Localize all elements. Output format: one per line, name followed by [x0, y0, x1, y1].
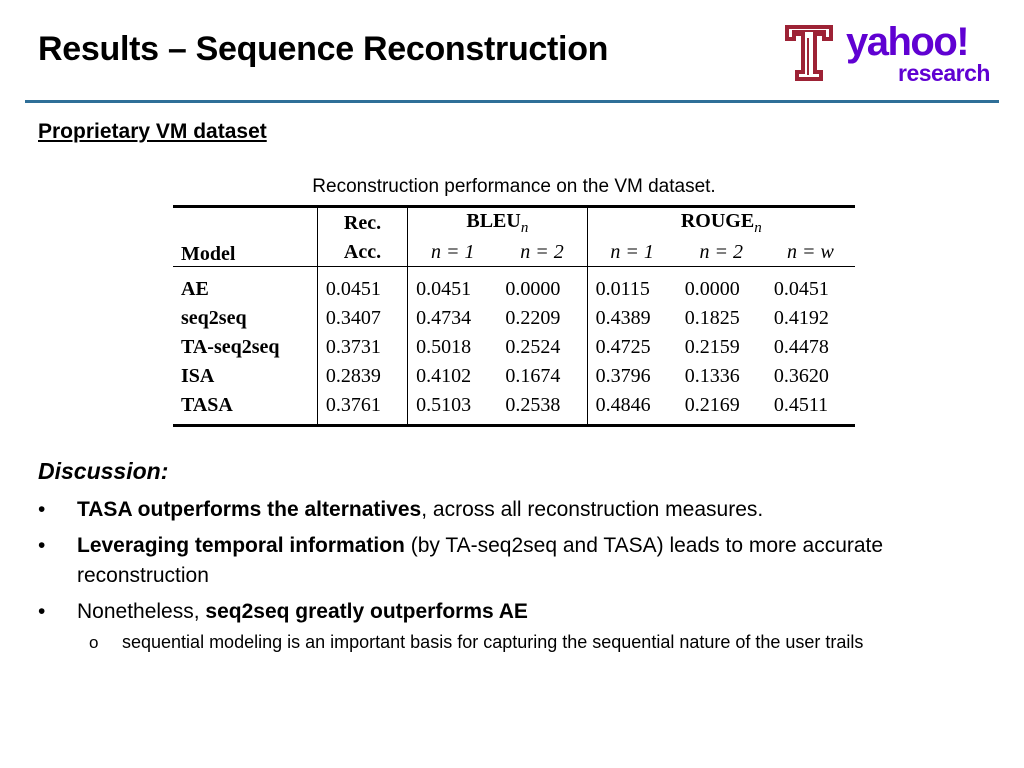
row-model: TA-seq2seq — [181, 336, 280, 358]
cell: 0.4389 — [586, 304, 677, 333]
cell: 0.3761 — [316, 391, 408, 427]
cell: 0.1825 — [684, 307, 740, 329]
bullet-text: Nonetheless, — [77, 600, 206, 623]
bleu-label: BLEU — [466, 209, 521, 232]
discussion-heading: Discussion: — [38, 458, 169, 484]
cell: 0.5018 — [407, 333, 498, 362]
cell: 0.0000 — [505, 278, 561, 300]
bullet-icon: • — [38, 498, 46, 521]
cell: 0.4846 — [586, 391, 677, 427]
cell: 0.3796 — [586, 362, 677, 391]
temple-university-logo — [785, 25, 833, 81]
bullet-emphasis: TASA outperforms the alternatives — [77, 498, 422, 521]
cell: 0.3620 — [773, 365, 829, 387]
section-subtitle: Proprietary VM dataset — [38, 120, 267, 143]
header-acc: Acc. — [316, 238, 408, 267]
cell: 0.4511 — [765, 391, 855, 427]
cell: 0.2169 — [676, 391, 766, 427]
table-caption: Reconstruction performance on the VM dat… — [312, 176, 716, 197]
cell: 0.0115 — [586, 266, 677, 304]
cell: 0.0000 — [684, 278, 740, 300]
header-sub-col: n = 2 — [497, 238, 588, 267]
header-sub-col: n = 2 — [676, 238, 766, 267]
header-rec: Rec. — [316, 205, 408, 238]
header-model: Model — [173, 205, 318, 267]
cell: 0.5103 — [407, 391, 498, 427]
header-rouge: ROUGEn — [586, 205, 855, 238]
bullet-text: (by TA-seq2seq and TASA) leads to more a… — [77, 534, 884, 587]
rouge-subscript: n — [754, 219, 762, 236]
cell: 0.4478 — [773, 336, 829, 358]
research-wordmark: research — [898, 60, 990, 86]
cell: 0.2538 — [497, 391, 588, 427]
row-model: AE — [181, 278, 209, 300]
table-row: seq2seq 0.3407 0.4734 0.2209 0.4389 0.18… — [173, 304, 855, 333]
header-sub-col: n = 1 — [407, 238, 498, 267]
rouge-label: ROUGE — [680, 209, 755, 232]
cell: 0.2524 — [505, 336, 561, 358]
cell: 0.2209 — [505, 307, 561, 329]
yahoo-research-logo: yahoo! research — [846, 20, 1006, 86]
cell: 0.2839 — [316, 362, 408, 391]
cell: 0.1336 — [684, 365, 740, 387]
cell: 0.4734 — [407, 304, 498, 333]
bleu-subscript: n — [520, 219, 529, 236]
list-item: • TASA outperforms the alternatives, acr… — [38, 495, 978, 525]
cell: 0.0451 — [407, 266, 498, 304]
table-row: TA-seq2seq 0.3731 0.5018 0.2524 0.4725 0… — [173, 333, 855, 362]
bullet-text: , across all reconstruction measures. — [421, 498, 764, 521]
cell: 0.0451 — [316, 266, 408, 304]
title-divider — [25, 100, 999, 103]
table-row: AE 0.0451 0.0451 0.0000 0.0115 0.0000 0.… — [173, 266, 855, 304]
yahoo-wordmark: yahoo! — [846, 20, 970, 64]
cell: 0.4725 — [586, 333, 677, 362]
results-table-container: Model Rec. BLEUn ROUGEn Acc. n = 1 n = 2… — [173, 205, 855, 427]
header-bleu: BLEUn — [407, 205, 588, 238]
row-model: seq2seq — [181, 307, 247, 329]
cell: 0.4102 — [407, 362, 498, 391]
sub-list: o sequential modeling is an important ba… — [77, 629, 978, 656]
results-table: Model Rec. BLEUn ROUGEn Acc. n = 1 n = 2… — [173, 205, 855, 427]
sub-list-item: o sequential modeling is an important ba… — [77, 629, 978, 656]
bullet-emphasis: Leveraging temporal information — [77, 534, 405, 557]
slide-title: Results – Sequence Reconstruction — [38, 30, 609, 68]
cell: 0.3407 — [316, 304, 408, 333]
cell: 0.3731 — [316, 333, 408, 362]
row-model: ISA — [181, 365, 215, 387]
cell: 0.2159 — [684, 336, 740, 358]
sub-bullet-text: sequential modeling is an important basi… — [122, 632, 864, 652]
table-row: TASA 0.3761 0.5103 0.2538 0.4846 0.2169 … — [173, 391, 855, 427]
cell: 0.4192 — [773, 307, 829, 329]
sub-bullet-icon: o — [89, 633, 99, 652]
bullet-icon: • — [38, 534, 46, 557]
bullet-icon: • — [38, 600, 46, 623]
list-item: • Nonetheless, seq2seq greatly outperfor… — [38, 597, 978, 656]
row-model: TASA — [173, 391, 318, 427]
header-sub-col: n = w — [765, 238, 855, 267]
list-item: • Leveraging temporal information (by TA… — [38, 531, 978, 591]
discussion-list: • TASA outperforms the alternatives, acr… — [38, 495, 978, 662]
cell: 0.0451 — [773, 278, 829, 300]
bullet-emphasis: seq2seq greatly outperforms AE — [205, 600, 528, 623]
header-sub-col: n = 1 — [586, 238, 677, 267]
table-row: ISA 0.2839 0.4102 0.1674 0.3796 0.1336 0… — [173, 362, 855, 391]
cell: 0.1674 — [505, 365, 561, 387]
